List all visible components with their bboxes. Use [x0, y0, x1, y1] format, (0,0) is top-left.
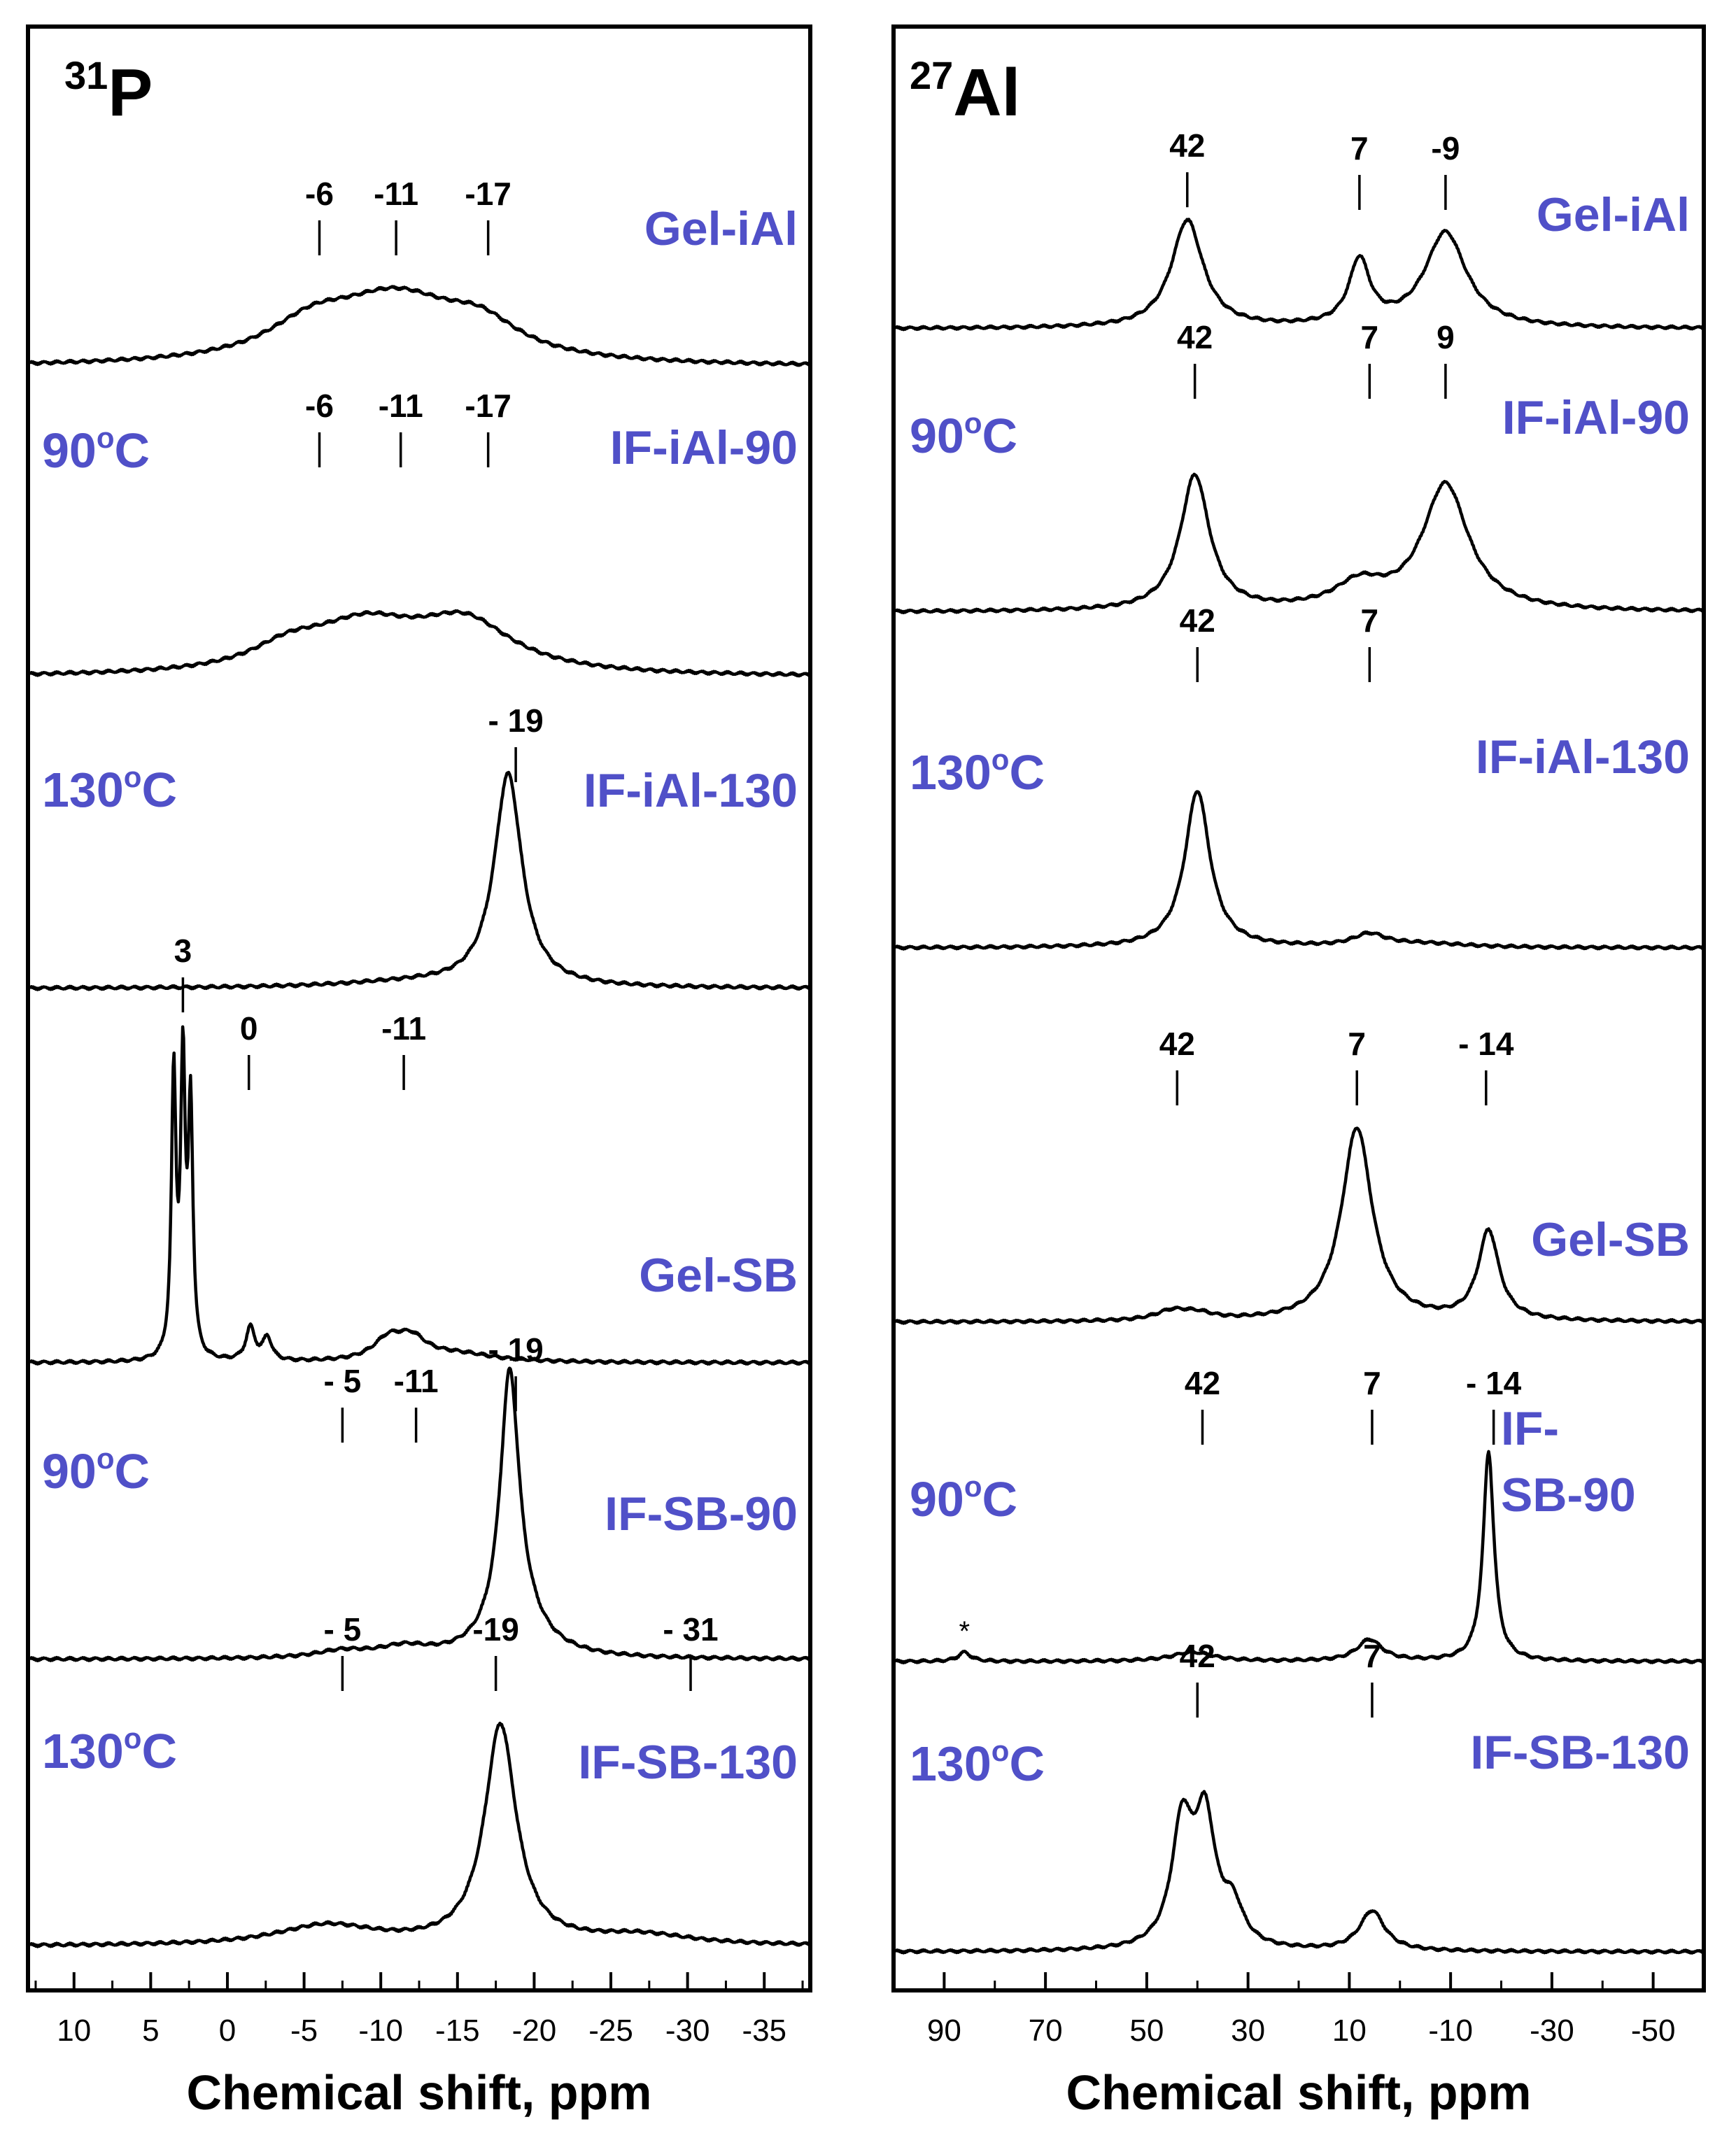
spinning-sideband-asterisk: * — [959, 1616, 971, 1647]
sample-name: Gel-SB — [639, 1249, 798, 1302]
sample-name: IF- SB-90 — [1501, 1402, 1636, 1522]
peak-label: 42 — [1177, 319, 1213, 355]
peak-label: -6 — [305, 176, 334, 212]
spectrum-trace — [893, 1126, 1705, 1325]
spectrum-trace — [27, 1366, 812, 1663]
p31-panel: 31P 10 5 0 -5 -10 -15 -20 -25 -30 -35 Chemical shif… — [26, 24, 812, 2120]
spectrum-trace — [27, 609, 812, 678]
sample-name-line1: IF- — [1501, 1402, 1559, 1455]
spectrum-trace — [893, 218, 1705, 332]
temperature-label: 90oC — [42, 421, 150, 478]
peak-label: -19 — [472, 1611, 518, 1648]
spectrum-trace — [27, 770, 812, 991]
temperature-label: 130oC — [910, 1734, 1045, 1791]
x-tick-label: -5 — [290, 2013, 318, 2048]
spectrum-trace — [893, 1790, 1705, 1955]
peak-label: -11 — [374, 176, 418, 212]
x-tick-label: 50 — [1129, 2013, 1164, 2048]
nucleus-title: 31P — [64, 53, 153, 130]
peak-label: -11 — [381, 1010, 426, 1047]
peak-label: -11 — [379, 388, 423, 424]
sample-name: IF-iAl-90 — [1502, 391, 1690, 444]
sample-name: IF-SB-130 — [578, 1736, 798, 1789]
x-tick-label: -30 — [665, 2013, 710, 2048]
peak-label: - 5 — [324, 1363, 362, 1399]
sample-name-line2: SB-90 — [1501, 1468, 1636, 1522]
peak-label: - 31 — [663, 1611, 718, 1648]
x-tick-label: -30 — [1530, 2013, 1574, 2048]
peak-label: - 19 — [488, 702, 543, 739]
x-tick-label: -50 — [1631, 2013, 1676, 2048]
sample-name: IF-iAl-130 — [1476, 730, 1690, 784]
sample-name: IF-SB-90 — [605, 1487, 798, 1541]
temperature-label: 130oC — [910, 743, 1045, 800]
peak-label: -9 — [1431, 130, 1460, 167]
x-tick-label: 90 — [927, 2013, 961, 2048]
x-axis-label: Chemical shift, ppm — [1066, 2065, 1531, 2120]
x-tick-label: -15 — [435, 2013, 480, 2048]
peak-label: 7 — [1350, 130, 1369, 167]
x-axis-label: Chemical shift, ppm — [186, 2065, 651, 2120]
peak-label: 7 — [1361, 602, 1379, 639]
peak-label: 3 — [174, 933, 192, 969]
nucleus-mass: 27 — [910, 53, 953, 97]
nucleus-element: P — [108, 55, 153, 130]
temperature-label: 90oC — [910, 1470, 1017, 1527]
temperature-label: 130oC — [42, 760, 177, 817]
x-tick-label: 5 — [142, 2013, 159, 2048]
sample-name: IF-iAl-130 — [584, 764, 798, 817]
peak-label: - 19 — [488, 1331, 543, 1368]
peak-label: 42 — [1180, 602, 1215, 639]
sample-name: Gel-SB — [1531, 1213, 1690, 1266]
peak-label: 0 — [240, 1010, 258, 1047]
spectrum-trace — [893, 790, 1705, 951]
x-tick-label: 0 — [219, 2013, 236, 2048]
peak-label: -17 — [465, 176, 511, 212]
al27-panel: 27Al 90 70 50 30 10 -10 -30 -50 Chemical shift, p… — [891, 24, 1706, 2120]
peak-label: 42 — [1185, 1365, 1220, 1401]
peak-label: 42 — [1159, 1026, 1195, 1062]
peak-label: 7 — [1363, 1638, 1381, 1674]
peak-label: - 14 — [1458, 1026, 1514, 1062]
spectrum-trace — [893, 1450, 1705, 1665]
x-tick-label: -10 — [1428, 2013, 1473, 2048]
x-tick-label: 30 — [1231, 2013, 1265, 2048]
x-tick-label: -10 — [358, 2013, 403, 2048]
x-tick-label: 70 — [1029, 2013, 1063, 2048]
peak-label: 42 — [1169, 127, 1205, 164]
x-tick-label: -20 — [512, 2013, 557, 2048]
x-tick-label: -25 — [588, 2013, 633, 2048]
nucleus-mass: 31 — [64, 53, 108, 97]
sample-name: IF-iAl-90 — [610, 421, 798, 474]
peak-label: - 5 — [324, 1611, 362, 1648]
nucleus-element: Al — [953, 55, 1020, 130]
peak-label: -6 — [305, 388, 334, 424]
peak-label: -17 — [465, 388, 511, 424]
sample-name: IF-SB-130 — [1470, 1726, 1690, 1779]
temperature-label: 90oC — [910, 406, 1017, 463]
nucleus-title: 27Al — [910, 53, 1020, 130]
spectrum-trace — [27, 1025, 812, 1366]
peak-label: 7 — [1363, 1365, 1381, 1401]
x-tick-label: -35 — [742, 2013, 786, 2048]
peak-label: - 14 — [1466, 1365, 1522, 1401]
sample-name: Gel-iAl — [1537, 188, 1690, 241]
x-tick-label: 10 — [57, 2013, 91, 2048]
peak-label: 7 — [1348, 1026, 1366, 1062]
temperature-label: 90oC — [42, 1442, 150, 1499]
sample-name: Gel-iAl — [644, 202, 798, 255]
peak-label: 9 — [1437, 319, 1455, 355]
peak-label: 7 — [1361, 319, 1379, 355]
spectrum-trace — [27, 285, 812, 367]
temperature-label: 130oC — [42, 1722, 177, 1778]
plot-frame — [26, 24, 812, 1992]
peak-label: -11 — [394, 1363, 439, 1399]
spectrum-trace — [27, 1721, 812, 1948]
x-tick-label: 10 — [1332, 2013, 1367, 2048]
spectrum-trace — [893, 472, 1705, 615]
peak-label: 42 — [1180, 1638, 1215, 1674]
